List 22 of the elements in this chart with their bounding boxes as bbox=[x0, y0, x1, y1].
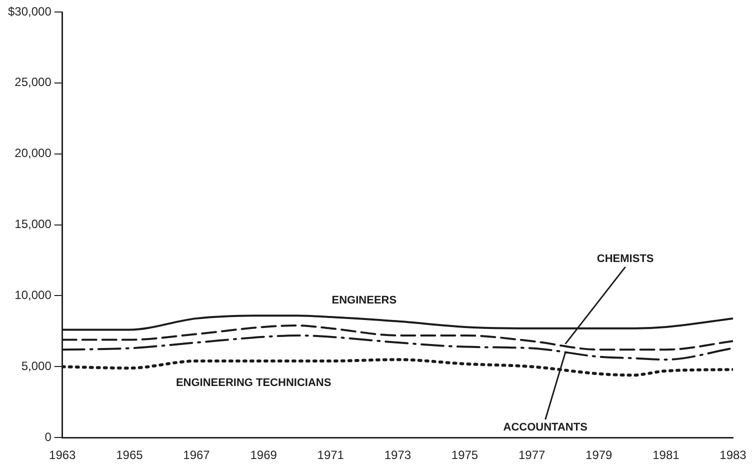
y-tick-label: 25,000 bbox=[14, 75, 52, 90]
x-tick-label: 1977 bbox=[518, 448, 546, 462]
x-tick-label: 1979 bbox=[586, 448, 613, 462]
y-tick-label: 0 bbox=[44, 430, 52, 444]
y-tick-label: $30,000 bbox=[8, 4, 52, 18]
x-tick-label: 1963 bbox=[49, 448, 76, 462]
y-tick-label: 15,000 bbox=[14, 217, 52, 232]
y-tick-label: 20,000 bbox=[14, 146, 52, 160]
x-tick-label: 1983 bbox=[720, 448, 747, 462]
annotation: CHEMISTS bbox=[596, 253, 654, 265]
y-tick-label: 10,000 bbox=[14, 288, 52, 302]
x-tick-label: 1967 bbox=[183, 448, 210, 462]
annotation: ENGINEERS bbox=[332, 294, 397, 306]
x-tick-label: 1965 bbox=[116, 448, 144, 462]
x-tick-label: 1975 bbox=[451, 448, 478, 462]
x-tick-label: 1981 bbox=[652, 448, 680, 462]
x-tick-label: 1969 bbox=[250, 448, 278, 462]
x-tick-label: 1971 bbox=[317, 448, 344, 462]
x-tick-label: 1973 bbox=[384, 448, 412, 462]
y-tick-label: 5,000 bbox=[21, 358, 52, 373]
annotation: ACCOUNTANTS bbox=[503, 422, 588, 434]
annotation: ENGINEERING TECHNICIANS bbox=[176, 377, 332, 390]
